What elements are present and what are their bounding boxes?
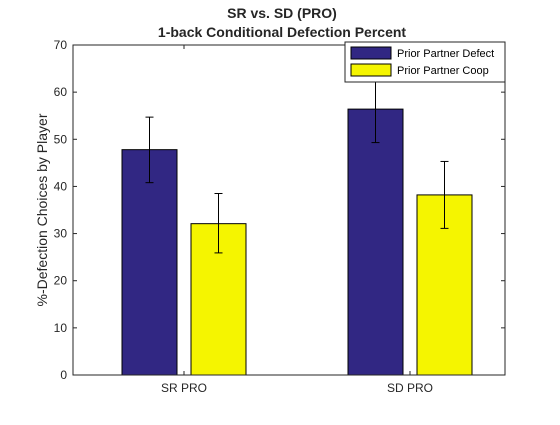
plot-area: SR PRO SD PRO 0 10 20 30 40 50 60 70 xyxy=(54,38,506,395)
y-tick-label: 10 xyxy=(54,321,68,335)
axes-frame xyxy=(72,44,506,376)
y-tick-label: 20 xyxy=(54,274,68,288)
x-tick-label: SD PRO xyxy=(387,381,433,395)
y-tick-label: 0 xyxy=(60,368,67,382)
y-axis-label: %-Defection Choices by Player xyxy=(34,113,50,306)
legend-label-prior-partner-coop: Prior Partner Coop xyxy=(397,65,489,77)
y-tick-label: 30 xyxy=(54,227,68,241)
y-tick-label: 40 xyxy=(54,179,68,193)
legend-swatch-prior-partner-defect xyxy=(350,46,392,60)
chart-subtitle: 1-back Conditional Defection Percent xyxy=(158,24,406,40)
y-tick-label: 50 xyxy=(54,132,68,146)
legend-swatch-prior-partner-coop xyxy=(350,63,392,77)
legend-label-prior-partner-defect: Prior Partner Defect xyxy=(397,48,494,60)
y-tick-label: 70 xyxy=(54,38,68,52)
x-tick-label: SR PRO xyxy=(161,381,207,395)
bar-prior-partner-defect-sd-pro xyxy=(347,108,404,376)
legend: Prior Partner Defect Prior Partner Coop xyxy=(344,41,506,83)
y-tick-label: 60 xyxy=(54,85,68,99)
chart-title: SR vs. SD (PRO) xyxy=(227,5,337,21)
bar-prior-partner-defect-sr-pro xyxy=(121,149,178,376)
